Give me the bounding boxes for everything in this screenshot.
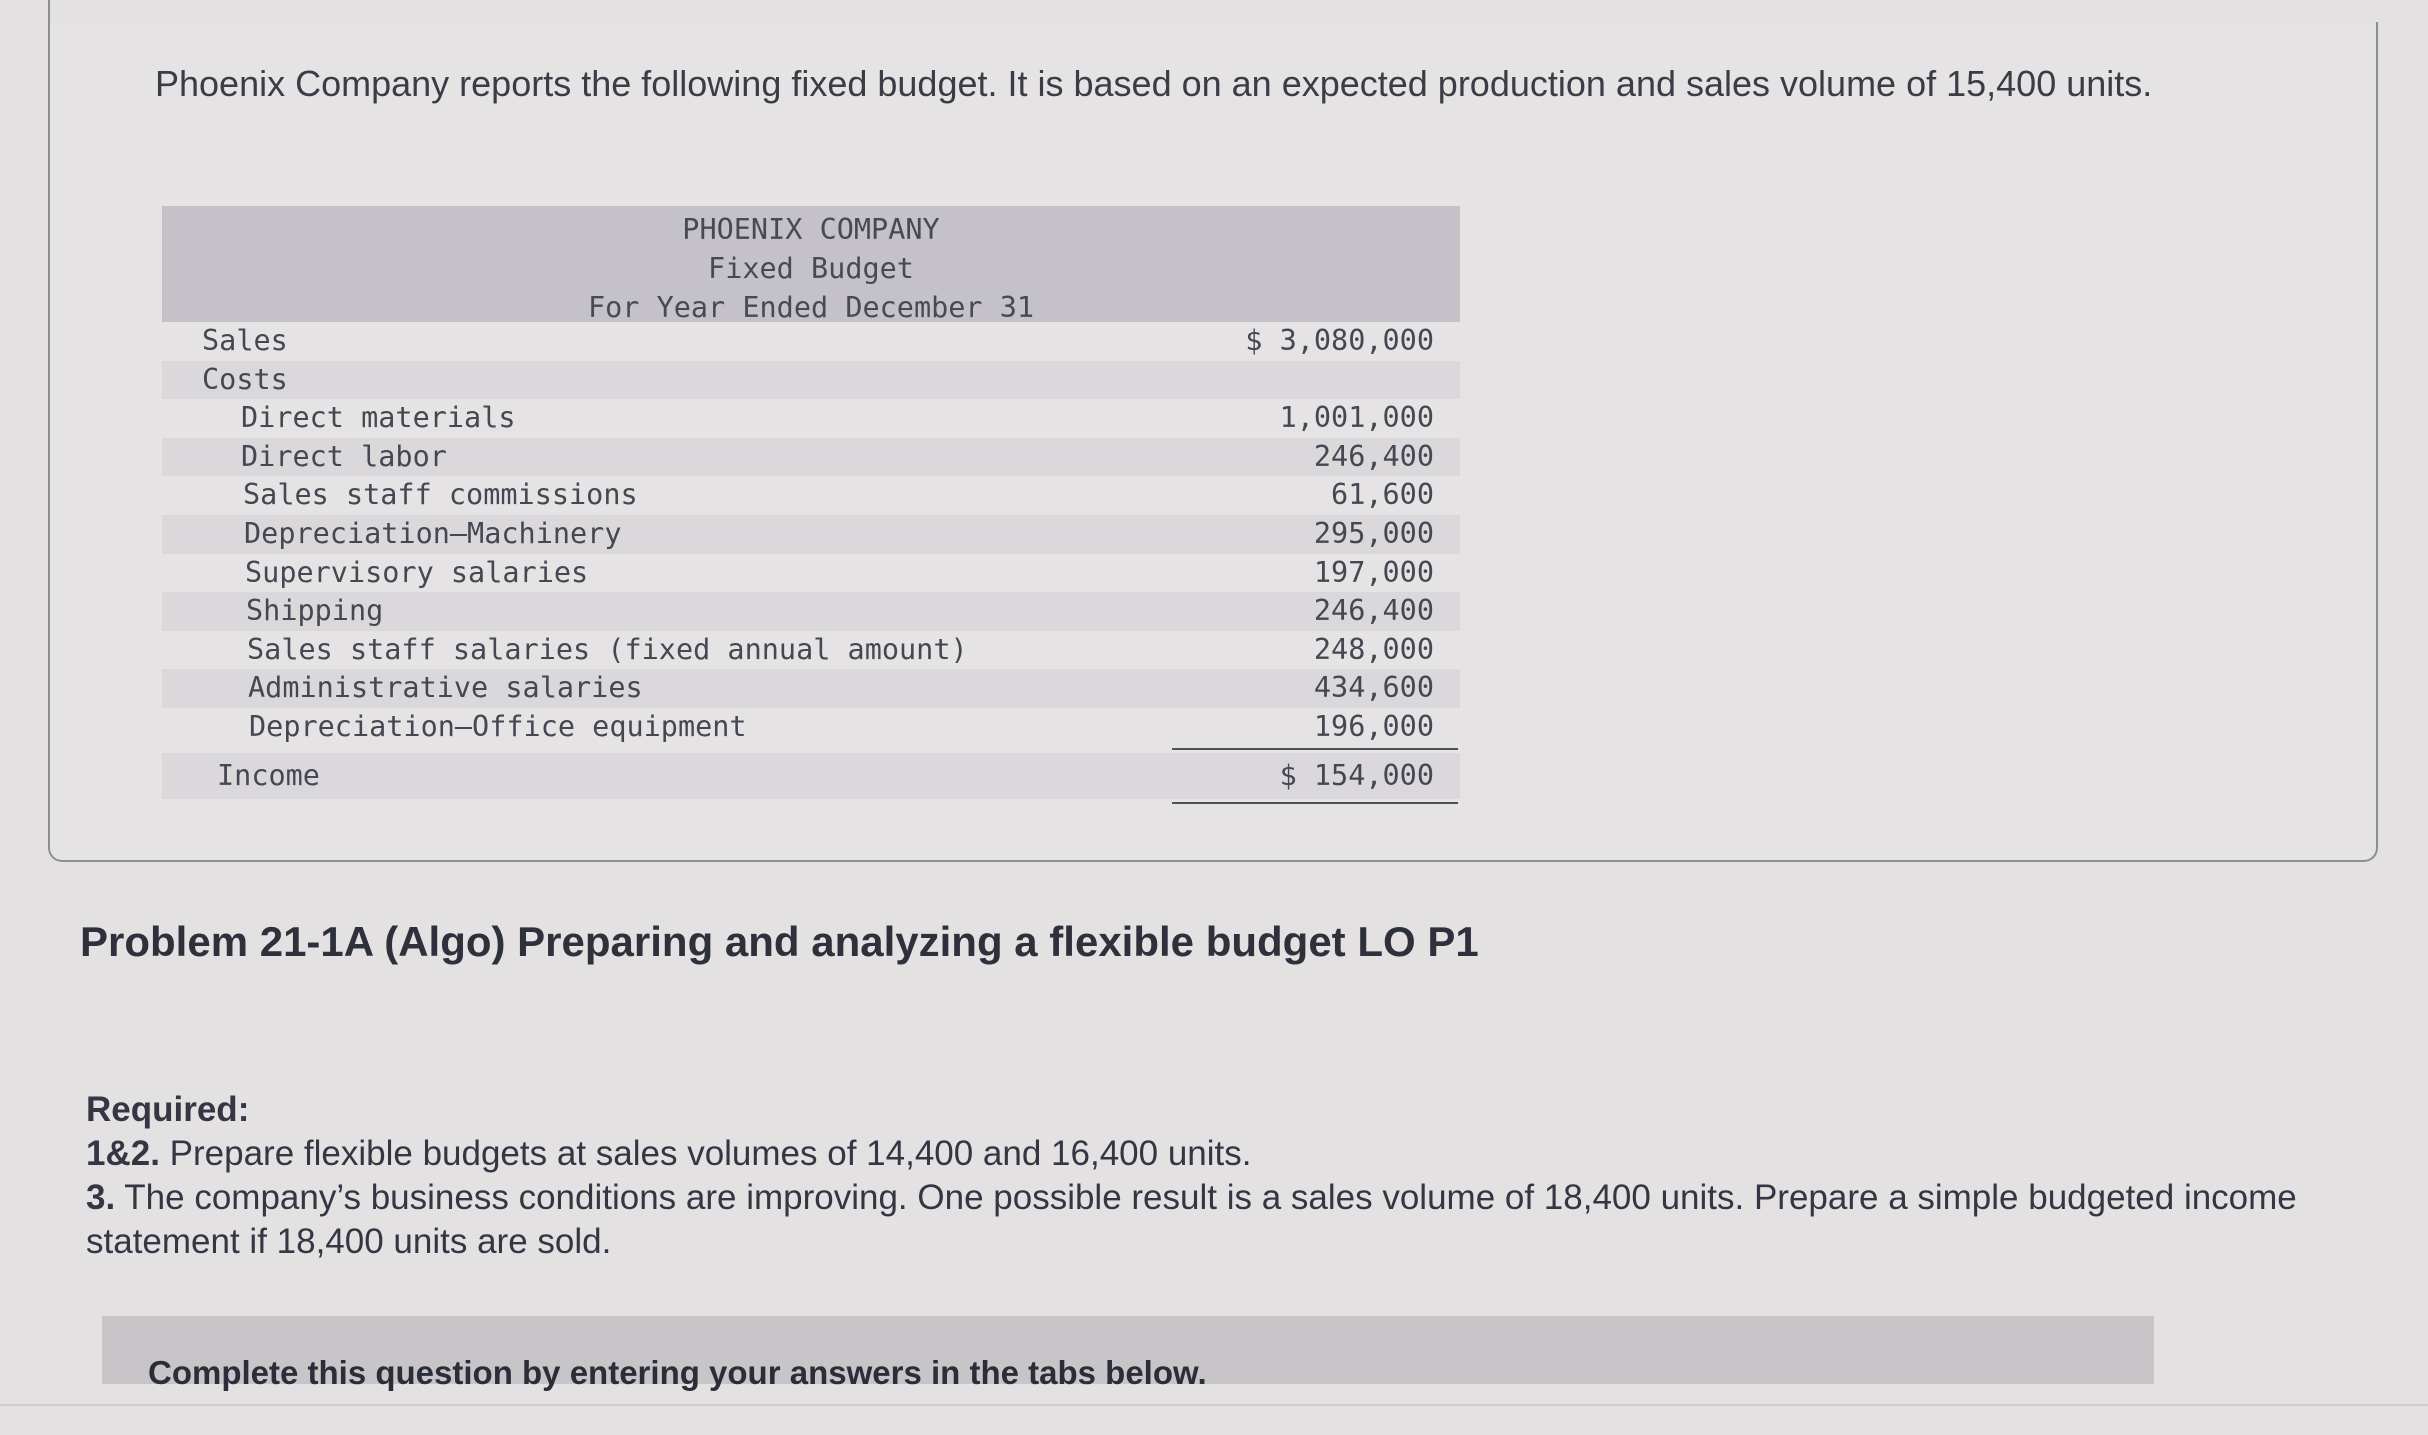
cost-label: Direct materials bbox=[241, 401, 516, 435]
cost-row: Depreciation—Machinery 295,000 bbox=[162, 514, 1460, 554]
divider bbox=[0, 1404, 2428, 1406]
cost-value: 197,000 bbox=[1313, 555, 1434, 589]
tabs-instruction-bar: Complete this question by entering your … bbox=[102, 1316, 2154, 1391]
required-item-1-number: 1&2. bbox=[86, 1134, 160, 1173]
cost-value: 246,400 bbox=[1313, 439, 1434, 473]
cost-row: Direct labor 246,400 bbox=[162, 437, 1460, 477]
cost-row: Direct materials 1,001,000 bbox=[162, 399, 1460, 438]
cost-value: 61,600 bbox=[1331, 478, 1434, 512]
cost-value: 248,000 bbox=[1313, 632, 1434, 666]
cost-row: Sales staff commissions 61,600 bbox=[162, 476, 1460, 515]
intro-text: Phoenix Company reports the following fi… bbox=[155, 63, 2153, 104]
sales-value: $ 3,080,000 bbox=[1245, 324, 1434, 357]
cost-label: Shipping bbox=[246, 594, 384, 628]
cost-value: 295,000 bbox=[1313, 516, 1434, 550]
cost-row: Sales staff salaries (fixed annual amoun… bbox=[162, 631, 1460, 670]
required-item-1-text: Prepare flexible budgets at sales volume… bbox=[159, 1134, 1252, 1173]
cost-label: Depreciation—Office equipment bbox=[249, 709, 747, 743]
cost-label: Depreciation—Machinery bbox=[244, 516, 622, 550]
total-rule bbox=[1172, 747, 1458, 750]
required-item-2-number: 3. bbox=[86, 1178, 116, 1217]
sales-label: Sales bbox=[202, 324, 288, 357]
budget-header: PHOENIX COMPANY Fixed Budget For Year En… bbox=[162, 206, 1460, 324]
cost-label: Sales staff commissions bbox=[243, 478, 638, 512]
costs-label: Costs bbox=[202, 362, 288, 396]
budget-period: For Year Ended December 31 bbox=[587, 291, 1035, 324]
income-value: $ 154,000 bbox=[1279, 758, 1434, 792]
cost-label: Direct labor bbox=[241, 439, 447, 473]
required-item-2: 3. The company’s business conditions are… bbox=[86, 1176, 2386, 1264]
cost-row: Administrative salaries 434,600 bbox=[162, 669, 1460, 708]
cost-label: Administrative salaries bbox=[248, 671, 643, 705]
sales-row: Sales $ 3,080,000 bbox=[162, 322, 1460, 361]
cost-value: 434,600 bbox=[1313, 671, 1434, 705]
costs-row: Costs bbox=[162, 360, 1460, 400]
cost-row: Shipping 246,400 bbox=[162, 592, 1460, 631]
cost-value: 196,000 bbox=[1313, 709, 1434, 743]
cost-row: Supervisory salaries 197,000 bbox=[162, 554, 1460, 593]
cost-label: Supervisory salaries bbox=[245, 555, 589, 589]
cost-row: Depreciation—Office equipment 196,000 bbox=[162, 708, 1460, 747]
problem-title: Problem 21-1A (Algo) Preparing and analy… bbox=[80, 918, 1479, 965]
required-item-2-text: The company’s business conditions are im… bbox=[86, 1178, 2297, 1261]
required-item-1: 1&2. Prepare flexible budgets at sales v… bbox=[86, 1132, 2386, 1176]
budget-title: Fixed Budget bbox=[708, 252, 914, 285]
cost-label: Sales staff salaries (fixed annual amoun… bbox=[247, 632, 968, 666]
income-row: Income $ 154,000 bbox=[162, 747, 1460, 804]
cost-value: 1,001,000 bbox=[1279, 401, 1434, 435]
company-name: PHOENIX COMPANY bbox=[682, 213, 940, 246]
panel-border-left bbox=[48, 0, 50, 30]
required-heading: Required: bbox=[86, 1090, 250, 1129]
required-section: Required: 1&2. Prepare flexible budgets … bbox=[86, 1088, 2386, 1264]
income-label: Income bbox=[217, 758, 320, 792]
fixed-budget-table: PHOENIX COMPANY Fixed Budget For Year En… bbox=[162, 206, 1460, 804]
total-underline bbox=[1172, 801, 1458, 804]
cost-value: 246,400 bbox=[1313, 594, 1434, 628]
tabs-instruction: Complete this question by entering your … bbox=[148, 1354, 1207, 1391]
